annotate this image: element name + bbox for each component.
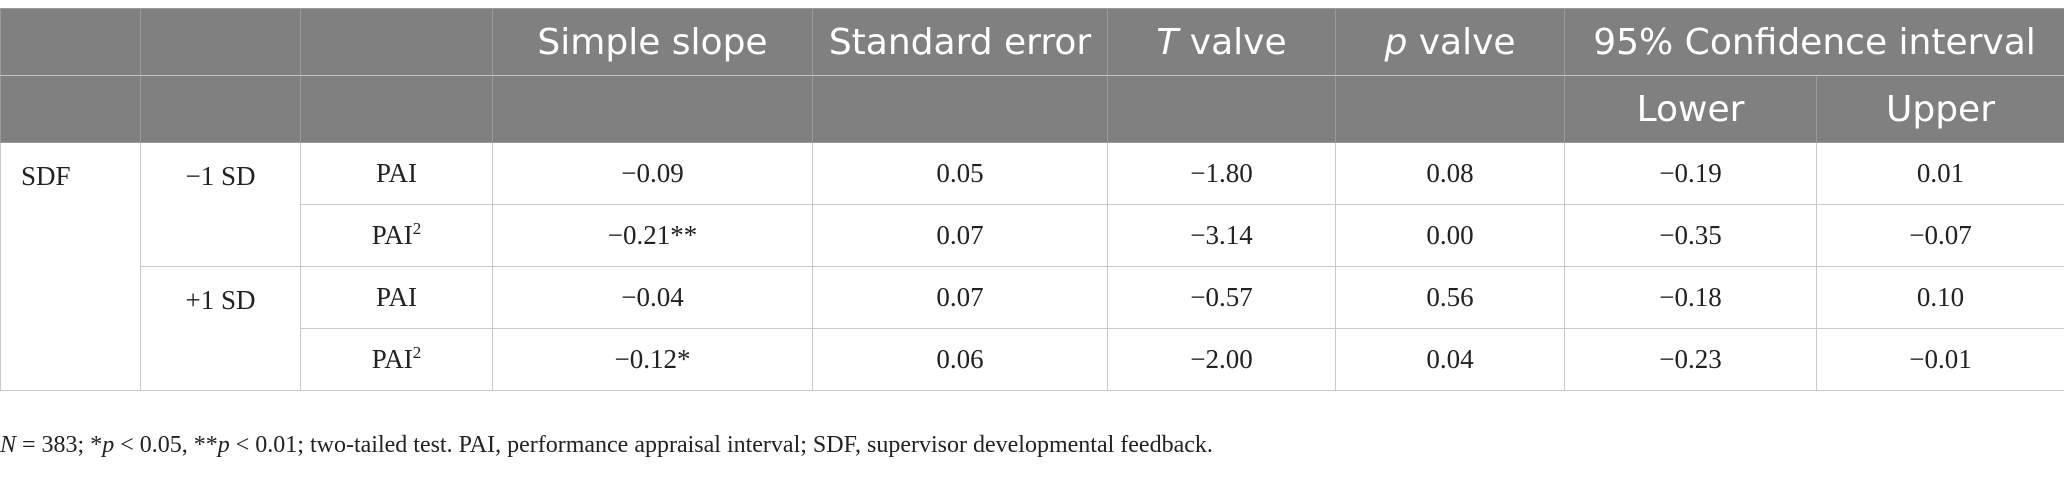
table-row: PAI2 −0.21** 0.07 −3.14 0.00 −0.35 −0.07 [1,204,2064,267]
group-label: −1 SD [140,142,301,267]
header-p-value: p valve [1335,8,1565,76]
predictor-cell: PAI2 [300,204,493,267]
footnote-text: < 0.05, ** [114,432,218,458]
slope-cell: −0.04 [492,266,813,329]
se-cell: 0.07 [812,266,1108,329]
header-empty-5 [140,75,301,143]
header-row-1: Simple slope Standard error T valve p va… [0,8,2064,76]
slope-cell: −0.21** [492,204,813,267]
header-empty-1 [0,8,141,76]
upper-cell: −0.01 [1815,328,2064,391]
table-header: Simple slope Standard error T valve p va… [0,8,2064,143]
header-upper: Upper [1815,75,2064,143]
predictor-label: PAI [375,282,418,312]
table-row: PAI2 −0.12* 0.06 −2.00 0.04 −0.23 −0.01 [1,328,2064,391]
header-simple-slope: Simple slope [492,8,813,76]
header-lower: Lower [1564,75,1817,143]
header-t-word: valve [1178,21,1287,63]
header-empty-10 [1335,75,1565,143]
t-cell: −2.00 [1107,328,1336,391]
predictor-label: PAI [375,158,418,188]
lower-cell: −0.35 [1564,204,1817,267]
header-row-2: Lower Upper [0,75,2064,143]
se-cell: 0.07 [812,204,1108,267]
header-empty-9 [1107,75,1336,143]
table-row: +1 SD PAI −0.04 0.07 −0.57 0.56 −0.18 0.… [1,266,2064,391]
predictor-cell: PAI [300,266,493,329]
footnote-p-symbol: p [217,432,230,458]
group-label: +1 SD [140,266,301,391]
predictor-superscript: 2 [412,343,422,362]
table-footnote: N = 383; *p < 0.05, **p < 0.01; two-tail… [0,432,1213,459]
t-cell: −3.14 [1107,204,1336,267]
table-row: SDF −1 SD PAI −0.09 0.05 −1.80 0.08 −0.1… [0,142,2064,391]
header-empty-8 [812,75,1108,143]
slope-cell: −0.09 [492,142,813,205]
results-table: Simple slope Standard error T valve p va… [0,8,2064,391]
p-cell: 0.00 [1335,204,1565,267]
header-empty-2 [140,8,301,76]
predictor-label: PAI [371,344,413,374]
t-cell: −1.80 [1107,142,1336,205]
header-empty-7 [492,75,813,143]
header-empty-4 [0,75,141,143]
header-confidence-interval: 95% Confidence interval [1563,8,2064,76]
upper-cell: 0.01 [1815,142,2064,205]
slope-cell: −0.12* [492,328,813,391]
upper-cell: −0.07 [1815,204,2064,267]
lower-cell: −0.18 [1564,266,1817,329]
header-empty-3 [300,8,493,76]
footnote-text: = 383; * [16,432,103,458]
predictor-cell: PAI2 [300,328,493,391]
header-standard-error: Standard error [812,8,1108,76]
predictor-cell: PAI [300,142,493,205]
p-cell: 0.56 [1335,266,1565,329]
footnote-p-symbol: p [102,432,115,458]
header-t-value: T valve [1107,8,1336,76]
footnote-text: < 0.01; two-tailed test. PAI, performanc… [229,432,1213,458]
lower-cell: −0.19 [1564,142,1817,205]
predictor-superscript: 2 [412,219,422,238]
table-body: SDF −1 SD PAI −0.09 0.05 −1.80 0.08 −0.1… [0,142,2064,391]
footnote-n-symbol: N [0,432,17,458]
predictor-label: PAI [371,220,413,250]
header-p-symbol: p [1384,21,1408,63]
p-cell: 0.04 [1335,328,1565,391]
lower-cell: −0.23 [1564,328,1817,391]
p-cell: 0.08 [1335,142,1565,205]
upper-cell: 0.10 [1815,266,2064,329]
header-t-symbol: T [1156,21,1179,63]
header-empty-6 [300,75,493,143]
moderator-label: SDF [0,142,141,391]
se-cell: 0.05 [812,142,1108,205]
t-cell: −0.57 [1107,266,1336,329]
se-cell: 0.06 [812,328,1108,391]
header-p-word: valve [1407,21,1516,63]
